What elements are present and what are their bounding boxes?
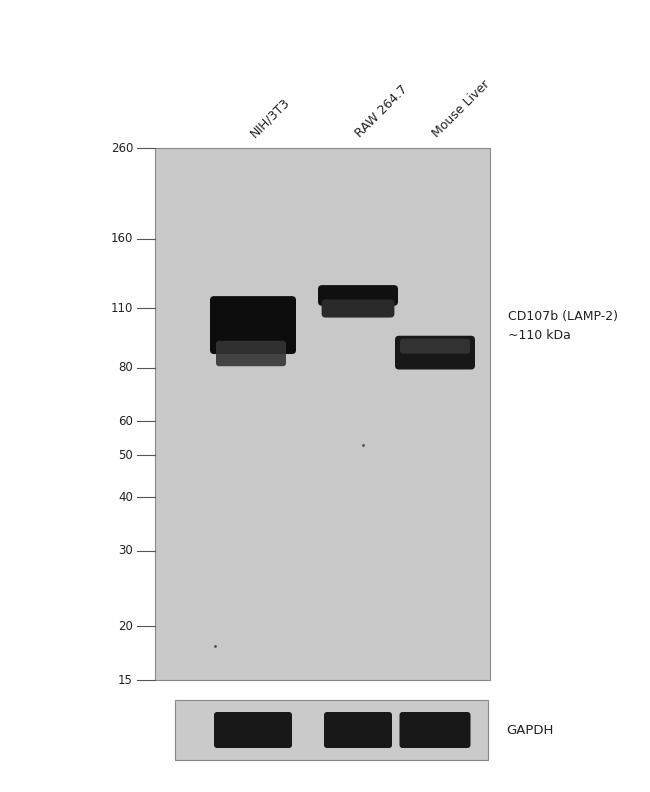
FancyBboxPatch shape — [338, 297, 378, 308]
Text: 50: 50 — [118, 449, 133, 462]
Bar — [155, 148, 490, 680]
FancyBboxPatch shape — [214, 712, 292, 748]
Text: CD107b (LAMP-2)
~110 kDa: CD107b (LAMP-2) ~110 kDa — [508, 310, 618, 342]
Text: 160: 160 — [111, 232, 133, 245]
FancyBboxPatch shape — [400, 712, 471, 748]
Text: 40: 40 — [118, 490, 133, 504]
FancyBboxPatch shape — [318, 285, 398, 306]
Text: Mouse Liver: Mouse Liver — [430, 78, 492, 140]
FancyBboxPatch shape — [324, 712, 392, 748]
FancyBboxPatch shape — [210, 296, 296, 354]
Text: 60: 60 — [118, 415, 133, 428]
FancyBboxPatch shape — [400, 339, 470, 354]
Text: NIH/3T3: NIH/3T3 — [248, 95, 292, 140]
Text: 260: 260 — [111, 142, 133, 154]
Text: 110: 110 — [111, 302, 133, 315]
FancyBboxPatch shape — [395, 336, 475, 370]
Text: 30: 30 — [118, 544, 133, 558]
Bar — [175, 700, 488, 760]
Text: RAW 264.7: RAW 264.7 — [353, 82, 410, 140]
Text: 80: 80 — [118, 361, 133, 375]
Text: 15: 15 — [118, 673, 133, 687]
FancyBboxPatch shape — [322, 299, 395, 318]
FancyBboxPatch shape — [216, 341, 286, 366]
Text: GAPDH: GAPDH — [506, 724, 553, 737]
Text: 20: 20 — [118, 620, 133, 633]
